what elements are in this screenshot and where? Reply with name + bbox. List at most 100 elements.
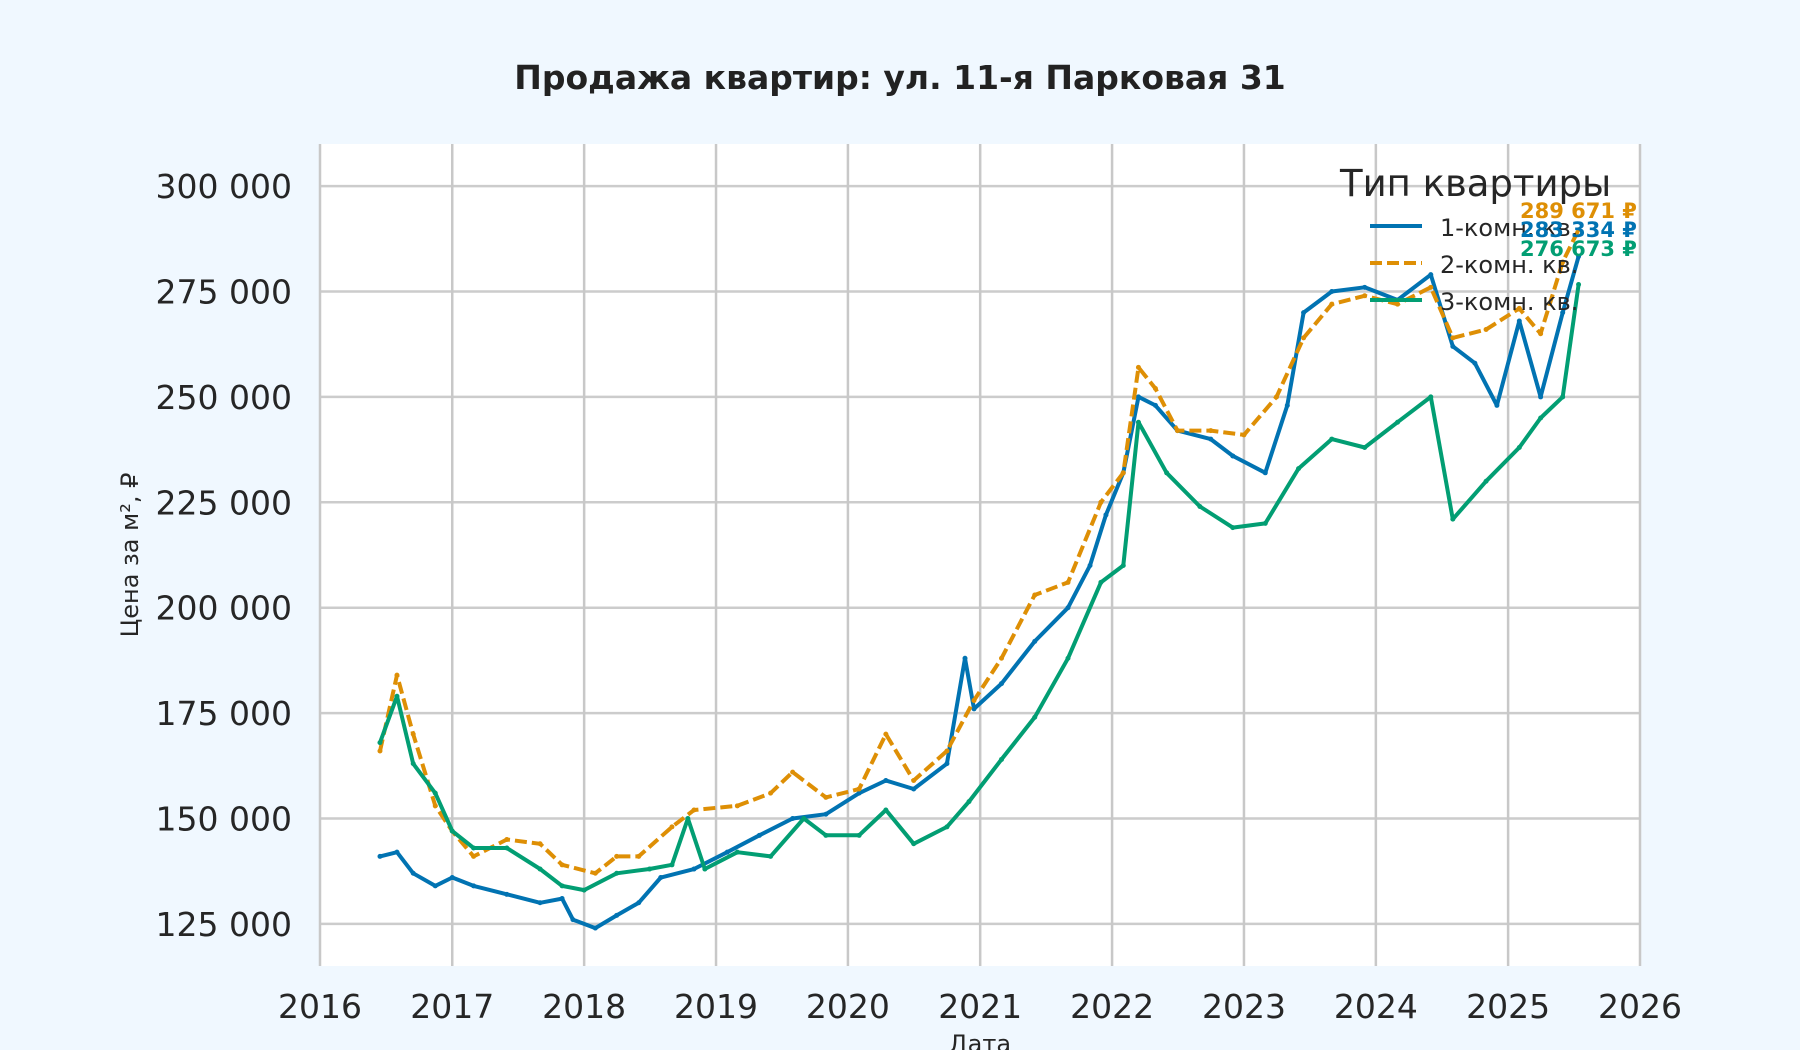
- data-point: [1560, 394, 1566, 400]
- data-point: [1135, 364, 1141, 370]
- data-point: [1560, 310, 1566, 316]
- data-point: [1197, 504, 1203, 510]
- chart-title: Продажа квартир: ул. 11-я Парковая 31: [514, 58, 1286, 97]
- data-point: [691, 807, 697, 813]
- data-point: [1329, 301, 1335, 307]
- data-point: [1120, 470, 1126, 476]
- x-tick-label: 2025: [1466, 987, 1550, 1026]
- x-tick-label: 2018: [542, 987, 626, 1026]
- data-point: [1065, 655, 1071, 661]
- data-point: [856, 790, 862, 796]
- data-point: [1428, 284, 1434, 290]
- data-point: [377, 748, 383, 754]
- data-point: [1135, 394, 1141, 400]
- data-point: [377, 740, 383, 746]
- y-tick-label: 175 000: [156, 694, 292, 733]
- data-point: [1329, 436, 1335, 442]
- series-line-1: [379, 255, 1581, 931]
- data-point: [1362, 284, 1368, 290]
- x-tick-label: 2026: [1598, 987, 1682, 1026]
- data-point: [734, 849, 740, 855]
- data-point: [1576, 281, 1582, 287]
- data-point: [1087, 563, 1093, 569]
- data-point: [944, 748, 950, 754]
- data-point: [944, 824, 950, 830]
- data-point: [911, 841, 917, 847]
- data-point: [1301, 335, 1307, 341]
- data-point: [559, 896, 565, 902]
- data-point: [1174, 428, 1180, 434]
- data-point: [724, 849, 730, 855]
- data-point: [471, 883, 477, 889]
- data-point: [768, 853, 774, 859]
- data-point: [1120, 563, 1126, 569]
- data-point: [1152, 402, 1158, 408]
- data-point: [432, 790, 438, 796]
- data-point: [691, 866, 697, 872]
- data-point: [581, 887, 587, 893]
- data-point: [756, 832, 762, 838]
- data-point: [1135, 419, 1141, 425]
- data-point: [537, 866, 543, 872]
- data-point: [999, 655, 1005, 661]
- data-point: [636, 900, 642, 906]
- x-tick-label: 2019: [674, 987, 758, 1026]
- y-tick-label: 200 000: [156, 589, 292, 628]
- data-point: [471, 845, 477, 851]
- data-point: [971, 706, 977, 712]
- legend: Тип квартиры 1-комн. кв. 2-комн. кв. 3-ком…: [1339, 162, 1611, 316]
- data-point: [669, 824, 675, 830]
- data-point: [504, 837, 510, 843]
- data-point: [1450, 343, 1456, 349]
- data-point: [1329, 289, 1335, 295]
- x-axis: 2016 2017 2018 2019 2020 2021 2022 2023 2024 2025…: [278, 987, 1682, 1026]
- grid: [318, 144, 1642, 966]
- y-tick-label: 275 000: [156, 273, 292, 312]
- data-point: [702, 866, 708, 872]
- data-point: [432, 883, 438, 889]
- data-point: [1032, 638, 1038, 644]
- data-point: [377, 853, 383, 859]
- data-point: [559, 862, 565, 868]
- data-point: [504, 845, 510, 851]
- x-tick-label: 2022: [1070, 987, 1154, 1026]
- y-axis: 125 000 150 000 175 000 200 000 225 000 250 0…: [156, 167, 292, 944]
- data-point: [394, 672, 400, 678]
- data-point: [1516, 445, 1522, 451]
- x-tick-label: 2017: [410, 987, 494, 1026]
- x-tick-label: 2020: [806, 987, 890, 1026]
- data-point: [394, 849, 400, 855]
- data-point: [856, 786, 862, 792]
- y-tick-label: 150 000: [156, 799, 292, 838]
- data-point: [944, 761, 950, 767]
- data-point: [1065, 605, 1071, 611]
- data-point: [1284, 402, 1290, 408]
- last-value-label: 289 671 ₽: [1520, 199, 1637, 223]
- data-point: [966, 799, 972, 805]
- data-point: [856, 832, 862, 838]
- data-point: [999, 681, 1005, 687]
- legend-label: 3-комн. кв.: [1440, 288, 1578, 316]
- data-point: [394, 693, 400, 699]
- data-point: [1032, 714, 1038, 720]
- data-point: [1208, 436, 1214, 442]
- data-point: [911, 778, 917, 784]
- y-tick-label: 225 000: [156, 483, 292, 522]
- data-point: [801, 815, 807, 821]
- data-point: [1362, 293, 1368, 299]
- data-point: [592, 870, 598, 876]
- data-point: [823, 811, 829, 817]
- data-point: [614, 853, 620, 859]
- data-point: [504, 891, 510, 897]
- data-point: [537, 900, 543, 906]
- y-axis-label: Цена за м², ₽: [116, 473, 144, 638]
- data-point: [1098, 579, 1104, 585]
- data-point: [823, 794, 829, 800]
- data-point: [1098, 499, 1104, 505]
- data-point: [1065, 579, 1071, 585]
- data-point: [823, 832, 829, 838]
- data-point: [883, 807, 889, 813]
- data-point: [1241, 432, 1247, 438]
- data-point: [790, 815, 796, 821]
